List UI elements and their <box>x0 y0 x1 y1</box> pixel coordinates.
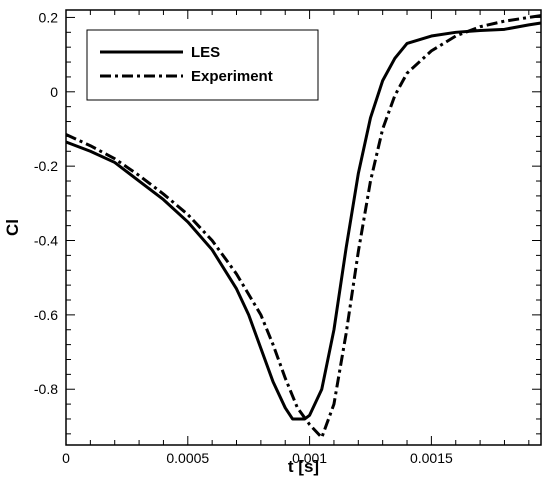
legend-box <box>86 29 319 101</box>
y-tick-label: 0 <box>50 84 58 100</box>
y-tick-label: -0.8 <box>34 381 58 397</box>
y-tick-label: -0.2 <box>34 158 58 174</box>
series-line-les <box>65 21 542 421</box>
plot-frame <box>65 9 542 446</box>
x-axis-label: t [s] <box>288 457 319 476</box>
y-tick-label: -0.4 <box>34 233 58 249</box>
legend-label-les: LES <box>191 44 220 61</box>
legend-label-experiment: Experiment <box>191 68 273 85</box>
x-tick-label: 0 <box>62 450 70 466</box>
series-layer <box>65 14 542 440</box>
x-tick-label: 0.0005 <box>166 450 209 466</box>
tick-labels-layer: 0 0.0005 0.001 0.0015 0.2 0 -0.2 -0.4 -0.6 -0.8 <box>34 9 453 466</box>
ticks-layer <box>65 10 541 445</box>
x-tick-label: 0.001 <box>292 450 327 466</box>
y-tick-label: -0.6 <box>34 307 58 323</box>
y-axis-label: Cl <box>3 219 22 236</box>
x-tick-label: 0.0015 <box>410 450 453 466</box>
y-tick-label: 0.2 <box>39 9 59 25</box>
series-line-experiment <box>65 14 542 440</box>
legend: LES Experiment <box>86 29 319 101</box>
